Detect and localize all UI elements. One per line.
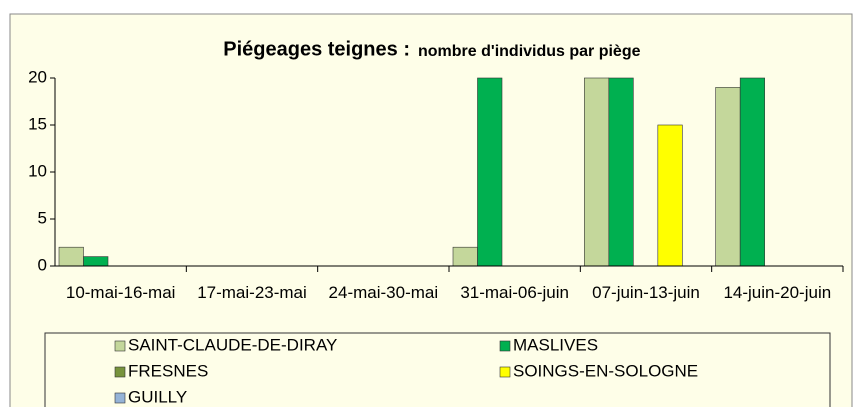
bar [657, 124, 683, 267]
x-tick-label: 17-mai-23-mai [197, 283, 307, 302]
x-tick-label: 14-juin-20-juin [723, 283, 832, 302]
bar [452, 246, 478, 267]
bar [715, 87, 741, 267]
y-tick-label: 20 [28, 67, 47, 86]
legend-label: MASLIVES [513, 335, 598, 354]
legend-swatch [499, 366, 511, 378]
legend-swatch [114, 392, 126, 404]
legend-label: FRESNES [128, 361, 208, 380]
bar [477, 77, 503, 267]
bar [608, 77, 634, 267]
x-tick-label: 31-mai-06-juin [460, 283, 569, 302]
bar [58, 246, 84, 267]
y-tick-label: 15 [28, 114, 47, 133]
y-tick-label: 5 [38, 208, 47, 227]
legend-label: SAINT-CLAUDE-DE-DIRAY [128, 335, 337, 354]
chart-title: Piégeages teignes : [223, 38, 410, 60]
chart-subtitle: nombre d'individus par piège [418, 43, 641, 60]
legend-swatch [499, 340, 511, 352]
bar [584, 77, 610, 267]
legend-label: SOINGS-EN-SOLOGNE [513, 361, 698, 380]
bar [739, 77, 765, 267]
bar [83, 256, 109, 267]
legend-swatch [114, 366, 126, 378]
y-tick-label: 10 [28, 161, 47, 180]
x-tick-label: 10-mai-16-mai [65, 283, 176, 302]
x-tick-label: 24-mai-30-mai [328, 283, 439, 302]
x-tick-label: 07-juin-13-juin [592, 283, 700, 302]
legend-box [44, 332, 831, 407]
legend-swatch [114, 340, 126, 352]
y-tick-label: 0 [38, 255, 47, 274]
legend-label: GUILLY [128, 387, 187, 406]
